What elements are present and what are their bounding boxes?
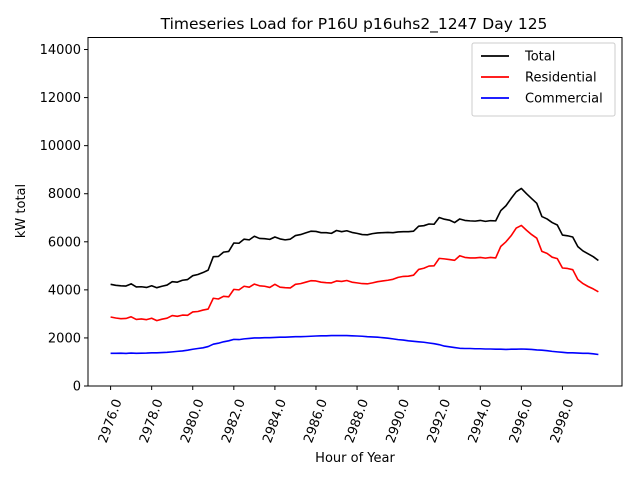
series-line-commercial (110, 334, 599, 356)
y-tick-label: 4000 (48, 283, 81, 298)
series-line-total (110, 187, 599, 289)
y-tick-label: 12000 (40, 91, 81, 106)
legend-label-commercial: Commercial (525, 92, 603, 107)
y-axis: 0 2000 4000 6000 8000 10000 12000 14000 (40, 43, 88, 395)
plot-frame (87, 37, 623, 387)
y-tick-label: 8000 (48, 187, 81, 202)
chart-title: Timeseries Load for P16U p16uhs2_1247 Da… (160, 15, 548, 34)
y-tick-label: 0 (73, 380, 81, 395)
plot-lines (110, 187, 599, 356)
legend: Total Residential Commercial (471, 42, 616, 117)
y-tick-label: 10000 (40, 139, 81, 154)
y-tick-label: 2000 (48, 331, 81, 346)
series-line-residential (110, 224, 599, 322)
y-axis-label: kW total (14, 184, 29, 238)
legend-label-total: Total (524, 50, 555, 65)
y-tick-label: 6000 (48, 235, 81, 250)
legend-label-residential: Residential (525, 71, 597, 86)
x-axis-label: Hour of Year (315, 451, 395, 466)
y-tick-label: 14000 (40, 43, 81, 58)
